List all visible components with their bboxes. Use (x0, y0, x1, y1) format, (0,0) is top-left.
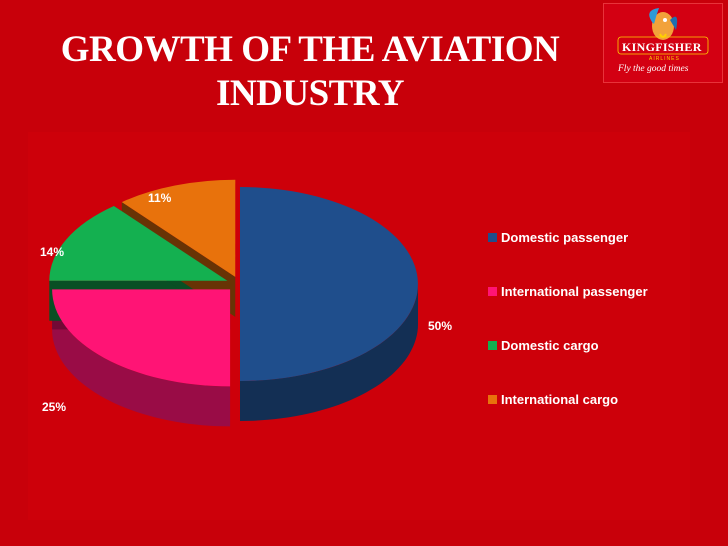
data-label-0: 50% (428, 319, 452, 333)
pie-slice-side-0 (240, 284, 418, 421)
pie-slice-international-cargo (121, 179, 236, 277)
pie-slice-domestic-passenger (240, 187, 418, 381)
slide-title: GROWTH OF THE AVIATION INDUSTRY (30, 28, 590, 116)
data-label-2: 14% (40, 245, 64, 259)
legend-swatch-0 (488, 233, 497, 242)
title-line-2: INDUSTRY (216, 73, 404, 114)
legend-label-1: International passenger (501, 284, 648, 299)
data-label-1: 25% (42, 400, 66, 414)
legend-swatch-3 (488, 395, 497, 404)
logo-sub-text: AIRLINES (649, 56, 680, 62)
logo-tagline: Fly the good times (618, 64, 689, 74)
pie-slice-domestic-cargo (49, 206, 228, 281)
pie-slice-international-passenger (52, 289, 231, 387)
pie-slice-side-1 (52, 289, 231, 427)
kingfisher-logo: KINGFISHER AIRLINES Fly the good times (603, 3, 723, 83)
chart-area: 50% 25% 14% 11% Domestic passenger Internatio… (28, 132, 690, 520)
kingfisher-bird-icon (617, 8, 709, 55)
legend-swatch-1 (488, 287, 497, 296)
logo-brand-text: KINGFISHER (622, 40, 702, 54)
pie-chart: 50% 25% 14% 11% Domestic passenger Internatio… (40, 179, 648, 427)
legend-label-3: International cargo (501, 392, 618, 407)
data-label-3: 11% (148, 191, 172, 205)
legend-label-2: Domestic cargo (501, 338, 599, 353)
legend-label-0: Domestic passenger (501, 230, 628, 245)
legend-swatch-2 (488, 341, 497, 350)
title-line-1: GROWTH OF THE AVIATION (60, 29, 560, 70)
